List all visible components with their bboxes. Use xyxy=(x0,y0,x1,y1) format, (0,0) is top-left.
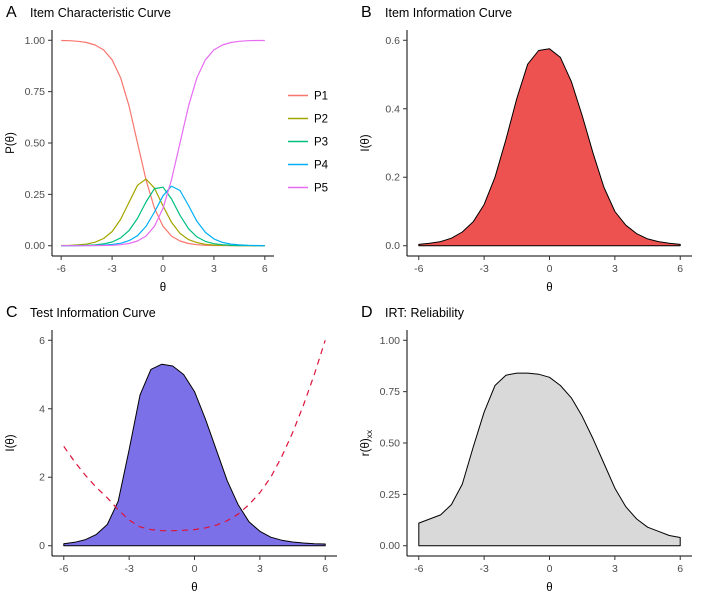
y-axis-title: P(θ) xyxy=(5,132,17,154)
chart-title: Item Characteristic Curve xyxy=(30,6,171,20)
x-tick-label: -3 xyxy=(124,563,133,575)
y-tick-label: 4 xyxy=(39,403,45,415)
series-area-test-information xyxy=(63,363,326,547)
x-tick-label: 6 xyxy=(677,263,683,275)
series-line-P4 xyxy=(61,185,265,247)
y-tick-label: 1.00 xyxy=(380,335,401,347)
y-tick-label: 0.00 xyxy=(25,240,46,252)
chart-title: Item Information Curve xyxy=(385,6,512,20)
y-tick-label: 2 xyxy=(39,472,45,484)
y-tick-label: 0.75 xyxy=(25,86,46,98)
x-tick-label: 6 xyxy=(262,263,268,275)
legend-label: P3 xyxy=(314,137,328,149)
y-tick-label: 0.0 xyxy=(385,240,400,252)
series-line-P1 xyxy=(61,39,265,247)
x-tick-label: 6 xyxy=(322,563,328,575)
x-tick-label: 3 xyxy=(211,263,217,275)
x-tick-label: 0 xyxy=(192,563,198,575)
series-area-reliability xyxy=(418,372,681,547)
chart-panel-b: B Item Information Curve -6 -3 0 3 6 0.0 0.2 0.4 0… xyxy=(355,0,709,300)
x-tick-label: 0 xyxy=(160,263,166,275)
x-tick-label: -6 xyxy=(59,563,68,575)
y-tick-label: 0.00 xyxy=(380,540,401,552)
chart-title: IRT: Reliability xyxy=(385,306,465,320)
panel-label: B xyxy=(361,4,372,21)
x-tick-label: 3 xyxy=(612,563,618,575)
y-tick-label: 0.2 xyxy=(385,172,400,184)
x-tick-label: 3 xyxy=(612,263,618,275)
y-tick-label: 1.00 xyxy=(25,35,46,47)
chart-panel-d: D IRT: Reliability -6 -3 0 3 6 0.00 0.25 0.50 0.75… xyxy=(355,300,709,601)
x-tick-label: 0 xyxy=(547,263,553,275)
y-tick-label: 0.50 xyxy=(380,438,401,450)
series-line-P2 xyxy=(61,178,265,247)
x-axis-title: θ xyxy=(160,282,166,294)
x-axis-title: θ xyxy=(191,582,197,594)
y-axis-title: I(θ) xyxy=(360,134,372,151)
x-tick-label: 0 xyxy=(547,563,553,575)
series-area-item-information xyxy=(418,48,681,247)
x-tick-label: -3 xyxy=(479,263,488,275)
y-tick-label: 0.25 xyxy=(380,489,401,501)
y-axis-title: r(θ)xx xyxy=(360,429,374,456)
x-tick-label: -6 xyxy=(414,263,423,275)
chart-panel-a: A Item Characteristic Curve -6 -3 0 3 6 0.00 0.2… xyxy=(0,0,355,300)
series-line-P5 xyxy=(61,39,265,247)
chart-title: Test Information Curve xyxy=(30,306,156,320)
panel-label: C xyxy=(6,304,18,321)
y-tick-label: 0 xyxy=(39,540,45,552)
legend-label: P1 xyxy=(314,91,328,103)
x-axis-title: θ xyxy=(546,282,552,294)
legend-label: P4 xyxy=(314,160,329,172)
legend-label: P2 xyxy=(314,114,328,126)
x-tick-label: -6 xyxy=(56,263,65,275)
panel-label: D xyxy=(361,304,373,321)
chart-svg-b: B Item Information Curve -6 -3 0 3 6 0.0 0.2 0.4 0… xyxy=(360,4,692,294)
x-tick-label: -3 xyxy=(479,563,488,575)
x-tick-label: -3 xyxy=(107,263,116,275)
chart-svg-a: A Item Characteristic Curve -6 -3 0 3 6 0.00 0.2… xyxy=(5,4,329,294)
chart-svg-d: D IRT: Reliability -6 -3 0 3 6 0.00 0.25 0.50 0.75… xyxy=(360,304,692,594)
series-line-standard-error xyxy=(63,340,326,532)
y-tick-label: 0.50 xyxy=(25,138,46,150)
panel-label: A xyxy=(6,4,17,21)
y-tick-label: 6 xyxy=(39,335,45,347)
y-axis-title: I(θ) xyxy=(5,434,17,451)
x-tick-label: 6 xyxy=(677,563,683,575)
chart-svg-c: C Test Information Curve -6 -3 0 3 6 0 2 4 6 θ I(θ) xyxy=(5,304,337,594)
x-axis-title: θ xyxy=(546,582,552,594)
legend-label: P5 xyxy=(314,183,328,195)
x-tick-label: 3 xyxy=(257,563,263,575)
x-tick-label: -6 xyxy=(414,563,423,575)
y-tick-label: 0.25 xyxy=(25,189,46,201)
y-tick-label: 0.4 xyxy=(385,103,400,115)
y-tick-label: 0.6 xyxy=(385,35,400,47)
chart-panel-c: C Test Information Curve -6 -3 0 3 6 0 2 4 6 θ I(θ) xyxy=(0,300,355,601)
y-tick-label: 0.75 xyxy=(380,386,401,398)
